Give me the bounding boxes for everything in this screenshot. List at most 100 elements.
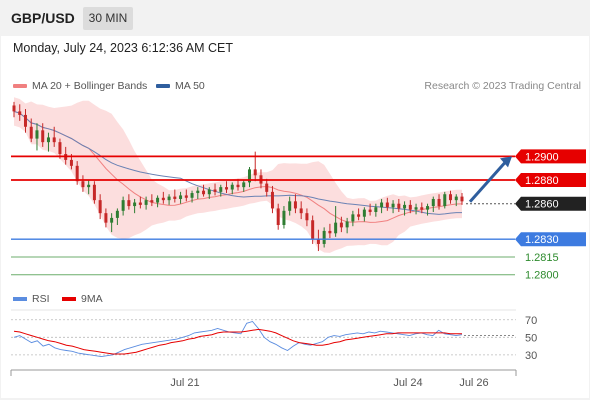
candle: [41, 123, 45, 147]
candle-body: [133, 202, 137, 207]
copyright-text: Research © 2023 Trading Central: [424, 80, 581, 92]
rsi-swatch: [13, 297, 27, 302]
candle-body: [299, 208, 303, 214]
candle-body: [362, 209, 366, 217]
candle: [230, 182, 234, 195]
candle: [133, 198, 137, 214]
candle: [58, 138, 62, 159]
candle: [98, 194, 102, 220]
candle-body: [41, 130, 45, 143]
candle: [460, 193, 464, 205]
candle-body: [104, 213, 108, 223]
candle-body: [207, 189, 211, 195]
candle-body: [328, 230, 332, 234]
candle: [18, 104, 22, 121]
candle-body: [374, 207, 378, 212]
candle: [299, 201, 303, 220]
target-level-label: 1.2800: [525, 270, 559, 282]
candle-body: [173, 196, 177, 199]
candle: [420, 202, 424, 214]
candle-body: [12, 105, 16, 112]
candle: [408, 200, 412, 214]
ma9-swatch: [62, 297, 76, 302]
candle-body: [35, 130, 39, 139]
candle-body: [75, 165, 79, 182]
candle-body: [18, 111, 22, 115]
rsi-tick-label: 30: [525, 350, 537, 362]
ma50-label: MA 50: [175, 80, 205, 92]
resistance-level-tag: [515, 149, 586, 164]
candle: [52, 126, 56, 147]
candle: [81, 175, 85, 192]
candle: [362, 207, 366, 222]
candle: [179, 191, 183, 204]
candle-body: [403, 204, 407, 209]
candle: [391, 200, 395, 214]
candle-body: [420, 207, 424, 210]
candle-body: [351, 214, 355, 222]
forecast-arrow: [468, 156, 512, 203]
timeframe-button[interactable]: 30 MIN: [83, 7, 133, 30]
candle: [374, 203, 378, 217]
candle-body: [213, 189, 217, 192]
candle: [443, 191, 447, 209]
candle: [225, 181, 229, 194]
candle-body: [357, 214, 361, 217]
candle: [29, 118, 33, 143]
candle-body: [276, 208, 280, 226]
candle-body: [414, 207, 418, 210]
candle: [87, 180, 91, 195]
candle: [242, 180, 246, 192]
candle-body: [391, 203, 395, 208]
candle: [397, 198, 401, 212]
candle: [351, 210, 355, 227]
candle-body: [81, 181, 85, 188]
candle: [339, 216, 343, 233]
candle-body: [305, 213, 309, 221]
ma9-label: 9MA: [81, 293, 103, 305]
candle: [322, 227, 326, 248]
resistance-level-label: 1.2900: [525, 151, 559, 163]
candle-body: [161, 197, 165, 201]
candle-body: [437, 198, 441, 207]
candles: [12, 101, 464, 252]
candle: [104, 208, 108, 228]
candle-body: [52, 137, 56, 143]
candle-body: [87, 184, 91, 188]
candle-body: [288, 201, 292, 211]
candle-body: [380, 202, 384, 208]
candle: [207, 187, 211, 199]
candle-body: [368, 209, 372, 212]
candle: [437, 194, 441, 210]
ma50-swatch: [156, 84, 170, 89]
candle-body: [58, 142, 62, 154]
target-level-label: 1.2815: [525, 252, 559, 264]
candle-body: [144, 200, 148, 205]
candle-body: [138, 202, 142, 205]
candle: [35, 123, 39, 151]
candle: [202, 184, 206, 197]
candle: [454, 194, 458, 207]
candle-body: [184, 195, 188, 198]
candle: [305, 208, 309, 227]
ma20-swatch: [13, 84, 27, 89]
support-level-tag: [515, 232, 586, 247]
candle: [161, 191, 165, 204]
candle-body: [454, 196, 458, 201]
candle: [92, 181, 96, 204]
candle-body: [270, 191, 274, 209]
candle-body: [242, 182, 246, 188]
rsi-line: [13, 320, 463, 358]
candle: [156, 195, 160, 208]
candle-body: [334, 222, 338, 234]
candle: [219, 184, 223, 197]
legend-ma20: MA 20 + Bollinger Bands: [13, 80, 147, 92]
candle: [385, 197, 389, 211]
candle-body: [150, 200, 154, 203]
candle-body: [293, 201, 297, 209]
candle-body: [46, 137, 50, 143]
candle-body: [431, 198, 435, 207]
candle-body: [408, 204, 412, 210]
candle: [190, 190, 194, 203]
